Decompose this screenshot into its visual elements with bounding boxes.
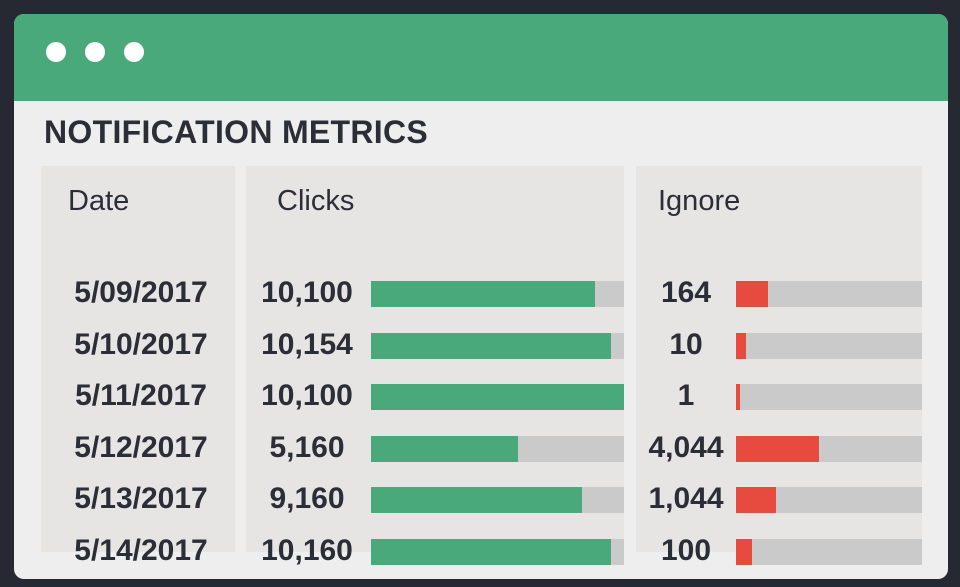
table-row: 4,044 — [636, 430, 922, 466]
table-row: 164 — [636, 275, 922, 311]
table-row: 5/11/2017 — [41, 378, 235, 414]
ignore-bar-track — [736, 281, 922, 307]
table-row: 100 — [636, 533, 922, 569]
ignore-bar — [736, 281, 768, 307]
clicks-bar — [371, 281, 595, 307]
ignore-column-header: Ignore — [658, 185, 741, 217]
clicks-column-header: Clicks — [277, 185, 355, 217]
table-row: 10,100 — [246, 378, 624, 414]
table-row: 10,100 — [246, 275, 624, 311]
date-cell: 5/14/2017 — [74, 533, 208, 567]
ignore-value: 4,044 — [648, 430, 724, 464]
window-dot-icon[interactable] — [85, 42, 105, 62]
clicks-bar-track — [371, 538, 624, 565]
clicks-value: 9,160 — [269, 482, 345, 515]
window-titlebar — [14, 14, 948, 101]
table-row: 5/14/2017 — [41, 533, 235, 569]
date-cell: 5/12/2017 — [74, 430, 208, 464]
table-row: 5/10/2017 — [41, 327, 235, 363]
table-row: 1 — [636, 378, 922, 414]
clicks-value: 10,154 — [261, 327, 353, 361]
ignore-value: 10 — [669, 327, 703, 361]
table-row: 5/13/2017 — [41, 481, 235, 517]
clicks-column: Clicks 10,100 10,154 10,100 5,160 9,160 10,16… — [246, 166, 624, 567]
clicks-bar — [371, 332, 612, 359]
ignore-bar-track — [736, 384, 922, 410]
clicks-value: 10,100 — [261, 276, 353, 309]
table-row: 10,154 — [246, 327, 624, 363]
ignore-bar-track — [736, 435, 922, 462]
ignore-bar-track — [736, 487, 922, 513]
metrics-window: NOTIFICATION METRICS Date 5/09/2017 5/10/… — [14, 14, 948, 579]
table-row: 5,160 — [246, 430, 624, 466]
table-row: 10 — [636, 327, 922, 363]
clicks-bar-track — [371, 487, 624, 513]
ignore-bar — [736, 538, 752, 565]
page-title: NOTIFICATION METRICS — [44, 114, 429, 150]
clicks-bar — [371, 487, 583, 513]
ignore-bar — [736, 487, 776, 513]
ignore-bar-track — [736, 332, 922, 359]
date-cell: 5/10/2017 — [74, 327, 208, 361]
clicks-bar-track — [371, 332, 624, 359]
ignore-value: 100 — [660, 533, 712, 567]
ignore-value: 1 — [677, 379, 695, 412]
ignore-value: 1,044 — [648, 482, 724, 515]
clicks-bar — [371, 435, 518, 462]
table-row: 5/12/2017 — [41, 430, 235, 466]
clicks-bar — [371, 384, 624, 410]
ignore-bar — [736, 384, 740, 410]
date-column-header: Date — [68, 185, 130, 217]
ignore-bar — [736, 332, 747, 359]
table-row: 10,160 — [246, 533, 624, 569]
table-row: 1,044 — [636, 481, 922, 517]
date-cell: 5/13/2017 — [74, 482, 208, 515]
clicks-bar-track — [371, 281, 624, 307]
table-row: 9,160 — [246, 481, 624, 517]
clicks-bar-track — [371, 435, 624, 462]
clicks-bar-track — [371, 384, 624, 410]
date-cell: 5/09/2017 — [74, 276, 208, 309]
date-cell: 5/11/2017 — [75, 379, 207, 412]
clicks-value: 10,100 — [261, 379, 353, 412]
window-dot-icon[interactable] — [124, 42, 144, 62]
ignore-value: 164 — [660, 276, 712, 309]
ignore-column: Ignore 164 10 1 4,044 1,044 100 — [636, 166, 922, 567]
clicks-value: 10,160 — [261, 533, 353, 567]
window-dot-icon[interactable] — [46, 42, 66, 62]
ignore-bar-track — [736, 538, 922, 565]
ignore-bar — [736, 435, 819, 462]
clicks-bar — [371, 538, 612, 565]
clicks-value: 5,160 — [269, 430, 345, 464]
date-column: Date 5/09/2017 5/10/2017 5/11/2017 5/12/201… — [41, 166, 235, 567]
table-row: 5/09/2017 — [41, 275, 235, 311]
